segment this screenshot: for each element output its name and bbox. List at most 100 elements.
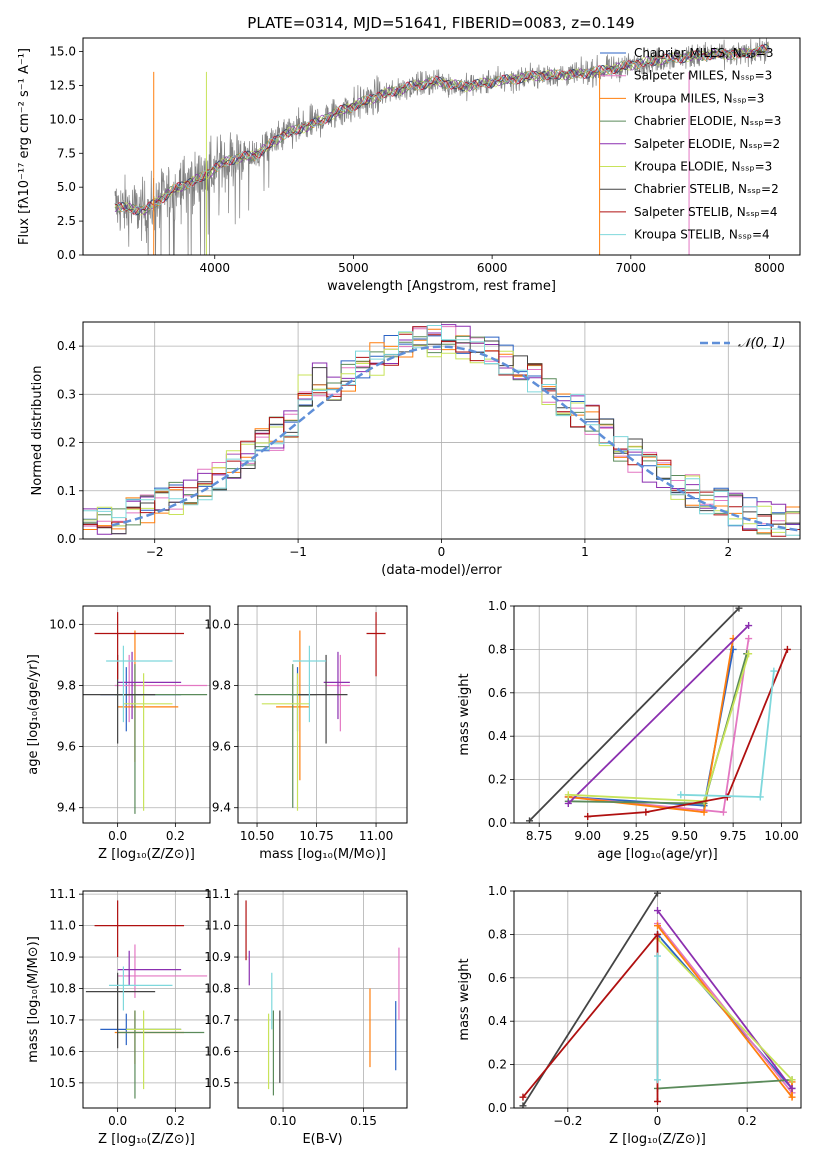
weight-marker-kroupa_stelib: [677, 791, 685, 799]
y-tick-label: 0.4: [488, 729, 507, 743]
axes-frame: [513, 890, 802, 1109]
x-tick-label: 8000: [754, 261, 785, 275]
y-tick-label: 0.2: [488, 773, 507, 787]
y-tick-label: 10.7: [204, 1013, 231, 1027]
y-tick-label: 1.0: [488, 599, 507, 613]
weight-marker-kroupa_miles: [700, 808, 708, 816]
y-tick-label: 9.8: [57, 678, 76, 692]
plot-area-mass_vs_ebv: [238, 891, 407, 1108]
x-tick-label: −0.2: [553, 1114, 582, 1128]
y-tick-label: 10.5: [204, 1076, 231, 1090]
x-tick-label: 9.75: [720, 829, 747, 843]
weight-marker-kroupa_stelib: [770, 667, 778, 675]
axes-frame: [513, 605, 802, 824]
hist-outline-chabrier_stelib: [83, 340, 800, 539]
weight-marker-salpeter_elodie: [654, 907, 661, 915]
y-tick-label: 0.8: [488, 642, 507, 656]
y-tick-label: 10.0: [49, 617, 76, 631]
weight-line-kroupa_elodie: [656, 938, 793, 1081]
y-tick-label: 0.6: [488, 971, 507, 985]
x-tick-label: 0.2: [166, 1114, 185, 1128]
y-tick-label: 2.5: [57, 214, 76, 228]
weight-marker-kroupa_elodie: [745, 650, 753, 658]
y-axis-label: mass weight: [457, 958, 472, 1040]
axes-frame: [82, 890, 211, 1109]
weight-line-kroupa_miles: [656, 925, 793, 1100]
y-tick-label: 9.8: [212, 678, 231, 692]
weight-line-salpeter_miles: [568, 638, 750, 814]
weight-marker-kroupa_elodie: [788, 1076, 796, 1084]
axes-weight_vs_age: 8.75 9.00 9.25 9.50 9.75 10.00 0.0 0.2 0.4 0.6 0.8…: [457, 599, 802, 862]
axes-frame: [82, 321, 801, 540]
y-tick-label: 10.8: [204, 981, 231, 995]
x-axis-label: wavelength [Angstrom, rest frame]: [327, 279, 556, 294]
weight-marker-salpeter_stelib: [654, 930, 661, 938]
x-tick-label: 10.00: [764, 829, 798, 843]
y-tick-label: 11.0: [204, 919, 231, 933]
y-tick-label: 0.0: [57, 248, 76, 262]
x-axis-label: Z [log₁₀(Z/Z⊙)]: [98, 1132, 195, 1147]
x-tick-label: 0.2: [738, 1114, 757, 1128]
weight-marker-salpeter_elodie: [745, 622, 753, 630]
weight-marker-salpeter_stelib: [654, 1097, 661, 1105]
weight-marker-kroupa_stelib: [756, 793, 764, 801]
plot-area-spectrum: [114, 38, 770, 255]
y-tick-label: 0.2: [488, 1058, 507, 1072]
y-axis-label: age [log₁₀(age/yr)]: [26, 654, 41, 775]
weight-line-chabrier_elodie: [657, 1078, 793, 1090]
axes-weight_vs_Z: −0.2 0 0.2 0.0 0.2 0.4 0.6 0.8 1.0 Z [log₁₀(Z/Z⊙)…: [457, 884, 802, 1147]
x-tick-label: −1: [289, 545, 307, 559]
weight-marker-salpeter_stelib: [642, 808, 650, 816]
y-tick-label: 0.6: [488, 686, 507, 700]
y-tick-label: 0.4: [57, 339, 76, 353]
weight-line-salpeter_elodie: [567, 624, 750, 805]
legend-label: Salpeter ELODIE, Nₛₛₚ=2: [634, 137, 780, 151]
x-tick-label: 9.00: [574, 829, 601, 843]
legend-label: Salpeter STELIB, Nₛₛₚ=4: [634, 205, 778, 219]
x-tick-label: 10.75: [299, 829, 333, 843]
y-axis-label: mass weight: [457, 673, 472, 755]
y-tick-label: 9.6: [212, 740, 231, 754]
x-tick-label: 10.50: [240, 829, 274, 843]
y-tick-label: 11.0: [49, 919, 76, 933]
axes-frame: [82, 37, 801, 256]
weight-marker-salpeter_stelib: [584, 812, 592, 820]
legend-label: Chabrier MILES, Nₛₛₚ=3: [634, 46, 774, 60]
plot-area-residuals: [83, 322, 800, 539]
x-tick-label: 9.25: [623, 829, 650, 843]
axes-mass_vs_ebv: 0.10 0.15 10.5 10.6 10.7 10.8 10.9 11.0 11.1 E(B-…: [204, 887, 408, 1147]
model-line-kroupa_stelib: [114, 46, 769, 214]
weight-marker-kroupa_miles: [654, 922, 661, 930]
y-tick-label: 10.8: [49, 981, 76, 995]
axes-frame: [82, 605, 211, 824]
y-tick-label: 9.4: [212, 801, 231, 815]
x-tick-label: 9.50: [671, 829, 698, 843]
hist-outline-kroupa_stelib: [83, 325, 800, 539]
y-tick-label: 9.6: [57, 740, 76, 754]
y-tick-label: 11.1: [204, 887, 231, 901]
y-tick-label: 12.5: [49, 78, 76, 92]
y-tick-label: 10.6: [204, 1044, 231, 1058]
weight-marker-kroupa_stelib: [654, 952, 661, 960]
y-tick-label: 10.5: [49, 1076, 76, 1090]
spectrum-title: PLATE=0314, MJD=51641, FIBERID=0083, z=0…: [247, 14, 634, 32]
y-tick-label: 0.2: [57, 436, 76, 450]
plot-area-weight_vs_age: [514, 606, 801, 823]
y-tick-label: 1.0: [488, 884, 507, 898]
y-tick-label: 0.0: [488, 1101, 507, 1115]
weight-marker-salpeter_stelib: [519, 1093, 527, 1101]
y-tick-label: 9.4: [57, 801, 76, 815]
axes-mass_vs_Z: 0.0 0.2 10.5 10.6 10.7 10.8 10.9 11.0 11.1 Z [log…: [26, 887, 211, 1147]
x-tick-label: 0: [438, 545, 446, 559]
axes-spectrum: 4000 5000 6000 7000 8000 0.0 2.5 5.0 7.5 10.0 12.5…: [17, 37, 801, 294]
weight-marker-salpeter_elodie: [788, 1084, 796, 1092]
x-tick-label: 0.2: [166, 829, 185, 843]
weight-line-salpeter_stelib: [587, 649, 789, 818]
x-axis-label: Z [log₁₀(Z/Z⊙)]: [609, 1132, 706, 1147]
x-tick-label: 2: [724, 545, 732, 559]
weight-marker-salpeter_elodie: [564, 799, 572, 807]
plot-area-age_vs_Z: [83, 606, 210, 823]
y-tick-label: 0.1: [57, 484, 76, 498]
weight-marker-chabrier_stelib: [735, 606, 743, 612]
